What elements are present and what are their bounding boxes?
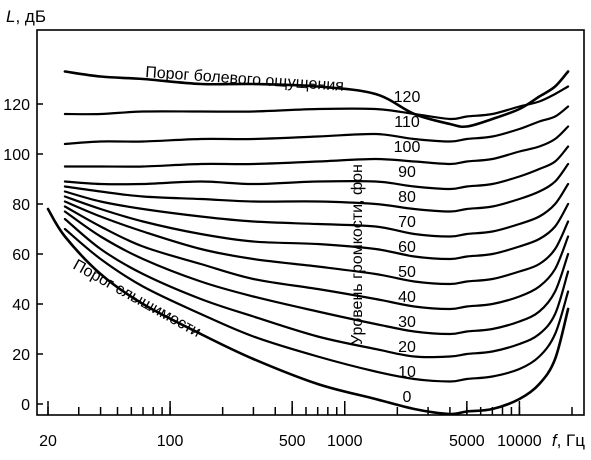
hearing-threshold-label: Порог слышимости — [70, 257, 204, 341]
curve-label-120: 120 — [394, 89, 421, 106]
curve-label-40: 40 — [398, 289, 416, 306]
y-axis-unit: , дБ — [15, 7, 46, 26]
curve-30-phon — [63, 210, 570, 336]
curve-label-60: 60 — [398, 239, 416, 256]
loudness-axis-label: Уровень громкости, фон — [349, 164, 366, 345]
x-tick-label: 100 — [157, 433, 184, 450]
y-axis-title: L, дБ — [6, 7, 46, 26]
x-tick-label: 20 — [39, 433, 57, 450]
curve-label-50: 50 — [398, 264, 416, 281]
curve-label-80: 80 — [398, 189, 416, 206]
plot-border — [36, 29, 585, 416]
x-tick-label: 500 — [279, 433, 306, 450]
curve-90-phon — [63, 145, 570, 191]
x-tick-label: 5000 — [449, 433, 485, 450]
x-axis-title: f, Гц — [552, 431, 585, 450]
y-tick-label: 120 — [3, 97, 30, 114]
y-tick-label: 0 — [21, 397, 30, 414]
pain-threshold-label: Порог болевого ощущения — [145, 64, 345, 95]
loudness-curves — [46, 70, 570, 416]
x-axis-unit: , Гц — [557, 431, 586, 450]
curve-110-phon — [63, 105, 570, 146]
curve-100-phon — [63, 125, 570, 168]
y-tick-label: 100 — [3, 147, 30, 164]
curve-label-10: 10 — [398, 364, 416, 381]
curve-80-phon — [63, 162, 570, 213]
curve-pain-threshold — [63, 70, 570, 129]
y-tick-label: 40 — [12, 297, 30, 314]
curve-label-30: 30 — [398, 314, 416, 331]
curve-0-phon — [46, 207, 570, 416]
curve-label-20: 20 — [398, 339, 416, 356]
curve-label-90: 90 — [398, 164, 416, 181]
curve-10-phon — [63, 227, 570, 383]
y-tick-label: 20 — [12, 347, 30, 364]
y-axis-var: L — [6, 7, 15, 26]
curve-70-phon — [63, 182, 570, 238]
y-tick-label: 80 — [12, 197, 30, 214]
curve-label-0: 0 — [403, 389, 412, 406]
curve-label-70: 70 — [398, 214, 416, 231]
y-tick-label: 60 — [12, 247, 30, 264]
plot-frame — [36, 29, 585, 416]
curve-50-phon — [63, 200, 570, 286]
x-axis-var: f — [552, 431, 559, 450]
curve-labels: 0 10 20 30 40 50 60 70 80 90 100 110 120 — [394, 89, 421, 406]
x-tick-label: 1000 — [327, 433, 363, 450]
x-tick-label: 10000 — [497, 433, 542, 450]
curve-label-100: 100 — [394, 139, 421, 156]
curve-40-phon — [63, 205, 570, 311]
curve-60-phon — [63, 195, 570, 261]
curve-label-110: 110 — [394, 114, 420, 131]
curve-20-phon — [63, 217, 570, 359]
